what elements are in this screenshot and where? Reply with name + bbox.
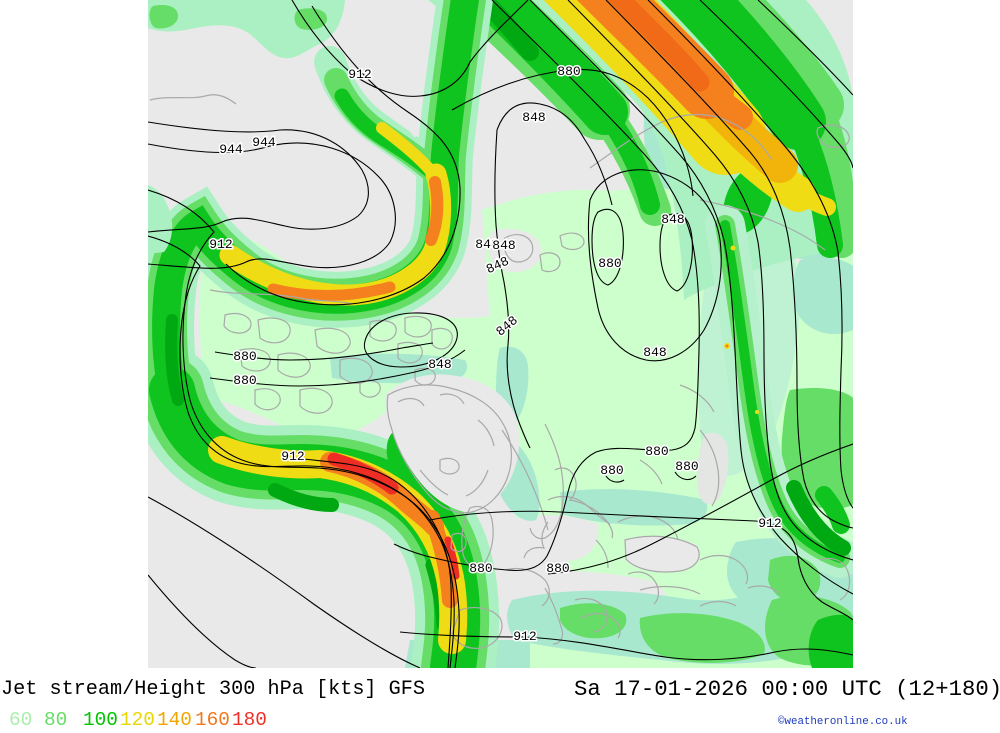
svg-text:60: 60 <box>9 709 32 731</box>
svg-text:880: 880 <box>645 444 668 459</box>
svg-text:120: 120 <box>120 709 155 731</box>
svg-text:80: 80 <box>44 709 67 731</box>
svg-text:912: 912 <box>281 449 304 464</box>
svg-text:912: 912 <box>513 629 536 644</box>
svg-text:848: 848 <box>492 238 515 253</box>
svg-text:912: 912 <box>209 237 232 252</box>
svg-text:880: 880 <box>557 64 580 79</box>
svg-text:©weatheronline.co.uk: ©weatheronline.co.uk <box>778 716 908 728</box>
svg-text:Jet stream/Height 300 hPa [kts: Jet stream/Height 300 hPa [kts] GFS <box>1 678 425 701</box>
svg-text:944: 944 <box>252 135 276 150</box>
svg-text:880: 880 <box>233 349 256 364</box>
svg-text:880: 880 <box>675 459 698 474</box>
svg-text:912: 912 <box>348 67 371 82</box>
svg-text:880: 880 <box>600 463 623 478</box>
svg-text:880: 880 <box>546 561 569 576</box>
svg-text:160: 160 <box>195 709 230 731</box>
svg-text:944: 944 <box>219 142 243 157</box>
svg-text:100: 100 <box>83 709 118 731</box>
svg-text:848: 848 <box>661 212 684 227</box>
svg-text:880: 880 <box>233 373 256 388</box>
svg-text:880: 880 <box>469 561 492 576</box>
svg-text:912: 912 <box>758 516 781 531</box>
svg-text:848: 848 <box>522 110 545 125</box>
svg-text:848: 848 <box>643 345 666 360</box>
svg-text:140: 140 <box>157 709 192 731</box>
svg-text:848: 848 <box>428 357 451 372</box>
svg-text:848: 848 <box>475 237 498 252</box>
svg-text:Sa 17-01-2026 00:00 UTC (12+18: Sa 17-01-2026 00:00 UTC (12+180) <box>574 676 1000 702</box>
svg-text:180: 180 <box>232 709 267 731</box>
svg-text:880: 880 <box>598 256 621 271</box>
